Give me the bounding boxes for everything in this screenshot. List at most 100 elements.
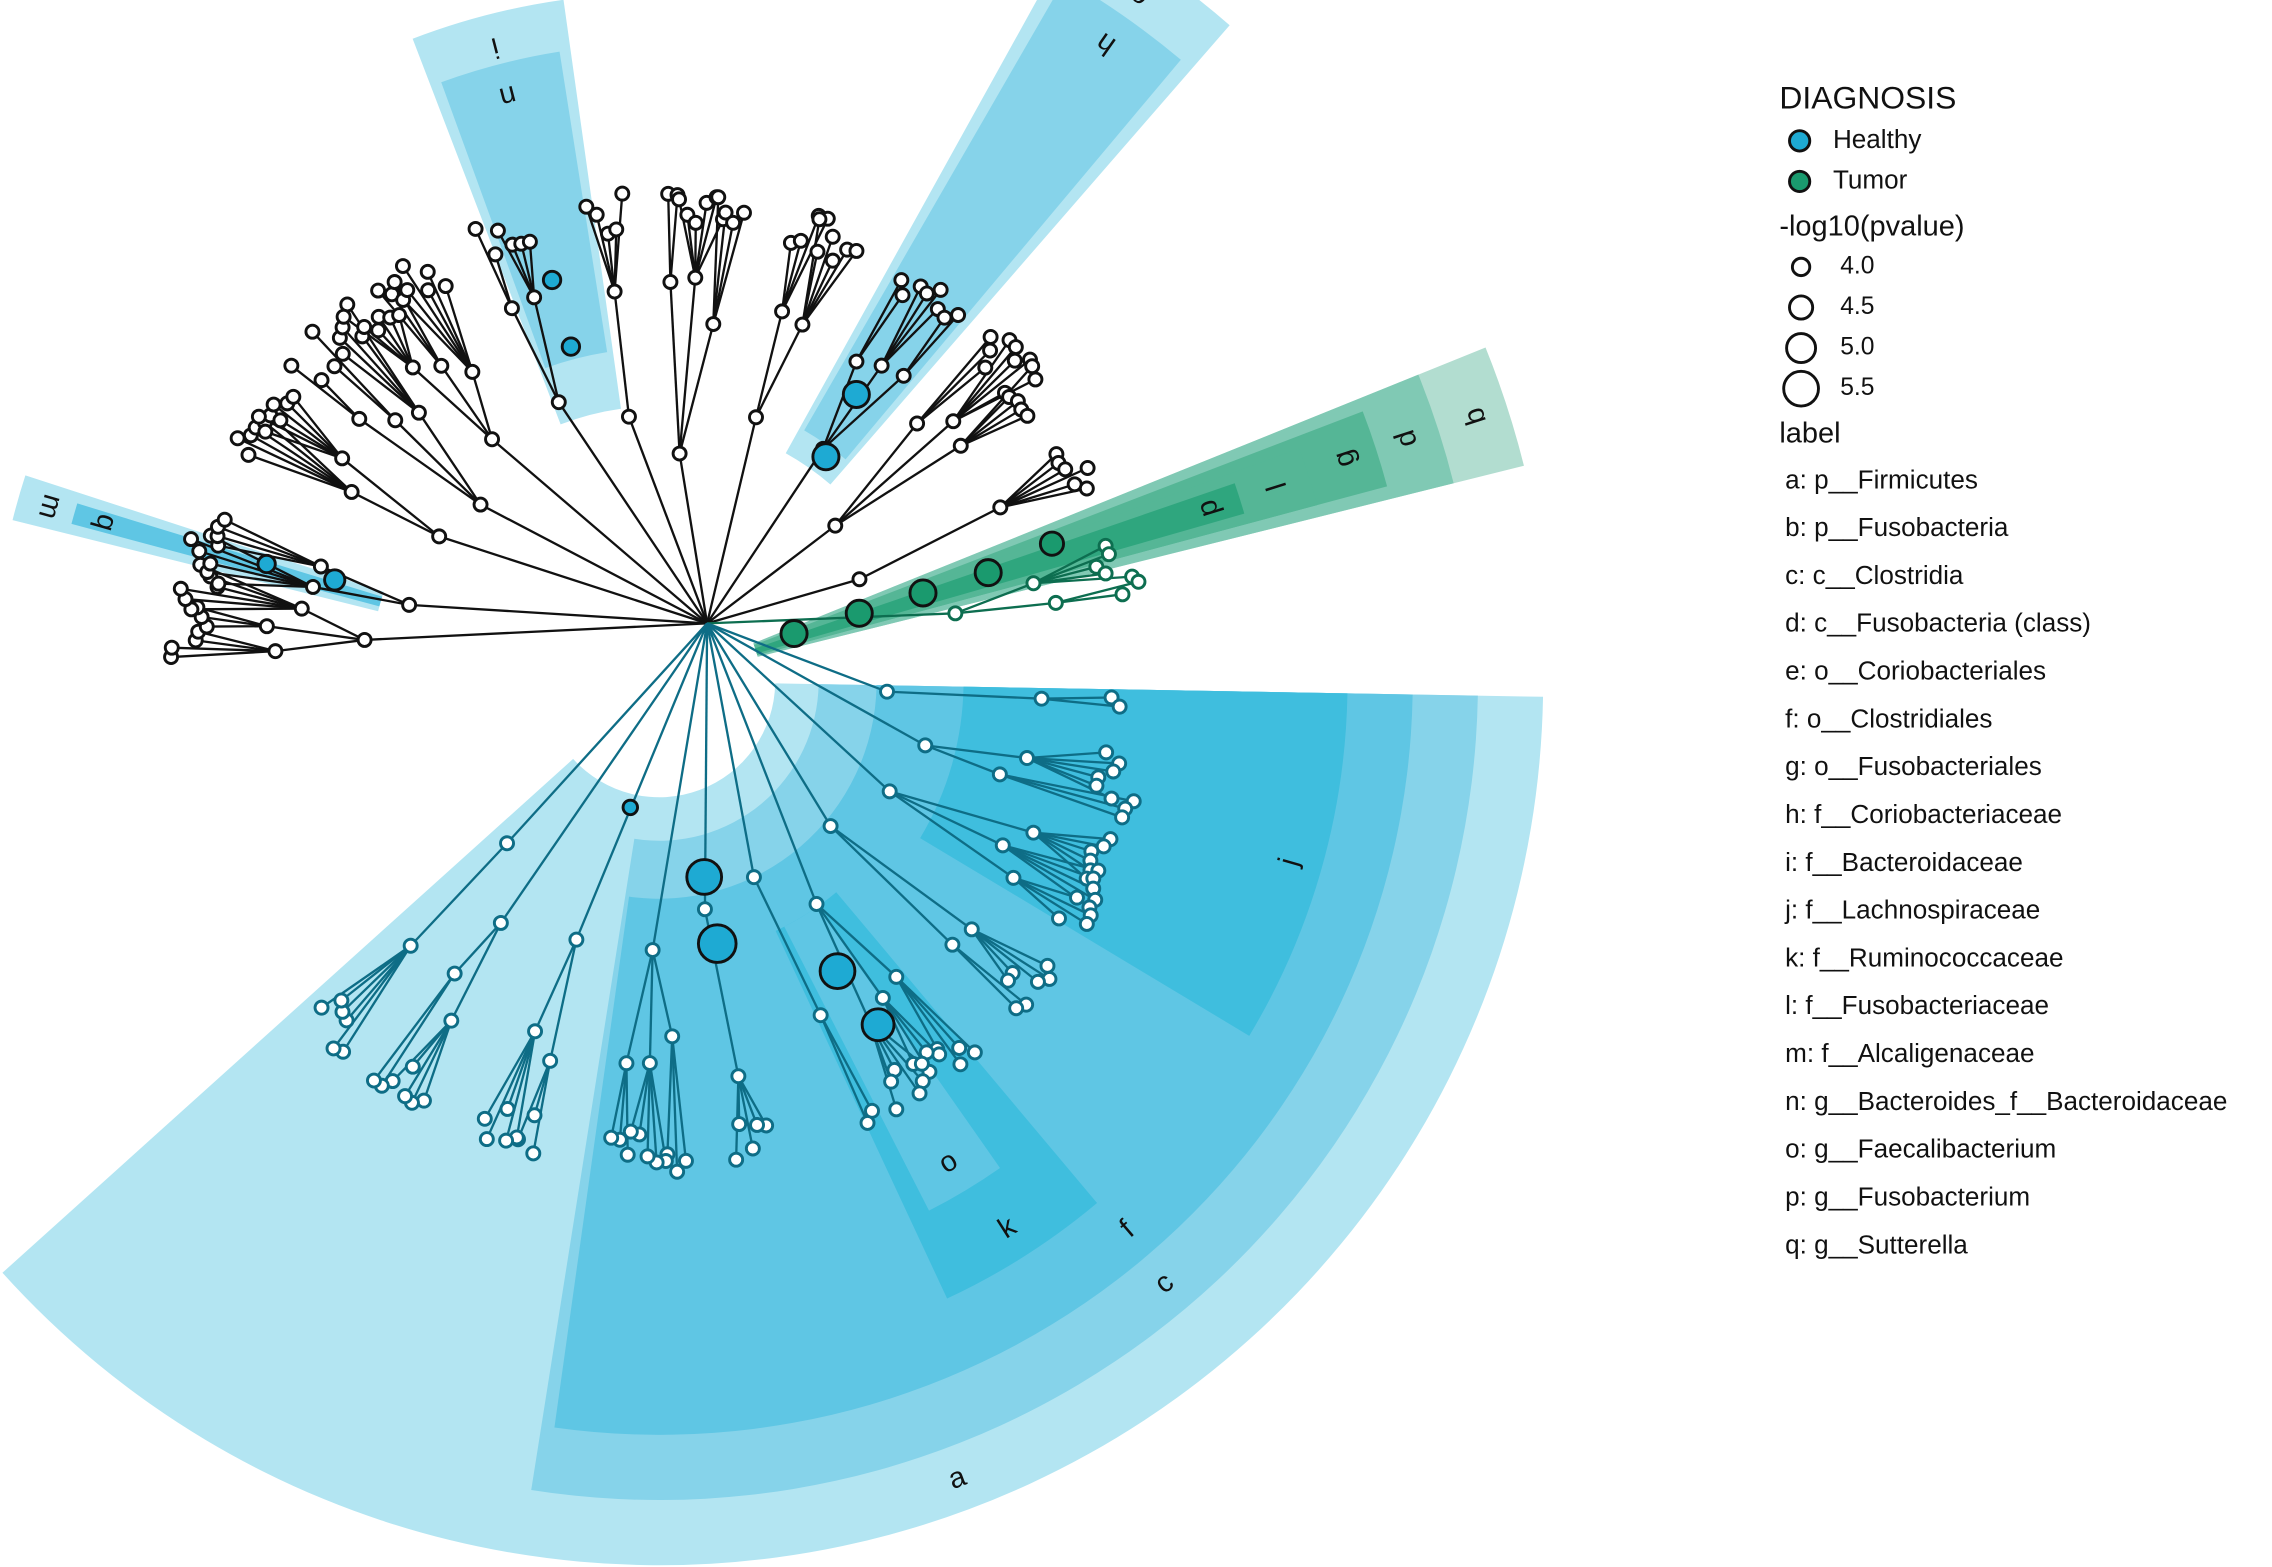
node [588,206,605,223]
node [258,618,275,635]
branch [952,346,1017,422]
clade-sector [71,503,383,607]
node [312,558,329,575]
branch [218,582,314,589]
branch [410,1020,453,1104]
branch [752,876,822,1016]
node [895,367,912,384]
node [736,204,752,221]
branch [342,945,412,1053]
branch [1041,696,1112,700]
branch [651,623,709,951]
label-entry: e: o__Coriobacteriales [1785,656,2046,686]
branch [834,420,955,527]
node [603,1129,620,1146]
node [779,619,809,649]
node [1005,869,1022,886]
size-swatch [1782,369,1820,408]
branch [999,773,1123,819]
branch [279,419,343,460]
node [293,600,310,617]
node [696,901,713,918]
branch [412,366,493,441]
branch [754,324,804,418]
branch [705,416,758,624]
clade-letter: n [496,79,520,114]
legend-swatch [1788,129,1812,153]
node [1007,339,1024,356]
node [446,965,463,982]
node [526,1107,543,1124]
node [285,388,302,405]
node [484,431,501,448]
node [931,1046,948,1063]
node [550,394,567,411]
branch [707,612,956,625]
node [879,683,895,700]
branch [706,524,836,625]
node [521,233,538,250]
branch [264,430,343,460]
branch [485,1030,537,1140]
branch [532,1060,552,1154]
clade-sectors: acfjkobdglpehinmq [2,0,1544,1566]
node [822,818,839,835]
branch [585,206,616,292]
branch [557,401,709,625]
node [397,1088,414,1105]
node [812,1007,829,1024]
branch [895,976,976,1054]
branch [999,466,1089,509]
branch [706,622,891,793]
label-entry: k: f__Ruminococcaceae [1785,942,2063,972]
node [841,379,871,409]
node [794,316,811,333]
node [883,1073,900,1090]
branch [706,622,888,693]
node [641,1055,658,1072]
node [687,269,704,286]
branch [959,396,1010,447]
node [824,228,841,245]
branch [217,525,322,568]
branch [438,535,708,625]
branch [819,1014,869,1124]
branch [801,236,834,325]
branch [401,265,474,373]
branch [394,419,482,506]
branch [895,976,939,1050]
branch [627,416,709,624]
branch [780,242,793,312]
clade-sector [920,686,1348,1036]
branch [404,1020,453,1097]
node [527,1023,544,1040]
branch [290,364,360,420]
branch [217,585,303,610]
node [476,1110,493,1127]
node [1019,750,1035,766]
node [1000,972,1016,989]
node [608,221,625,238]
branch [925,744,1028,760]
node [305,578,321,595]
branch [712,222,735,325]
branch [185,597,302,610]
branch [511,244,536,298]
node [731,1116,748,1133]
branch [916,349,991,425]
node [525,1145,542,1162]
branch [480,503,708,625]
branch [406,289,474,373]
branch [491,438,708,625]
branch [549,939,578,1062]
node [503,300,520,317]
node [619,1146,636,1163]
branch [197,630,276,653]
node [323,568,347,592]
node [1100,546,1117,563]
branch [341,457,440,538]
node [1025,824,1042,841]
label-entry: d: c__Fusobacteria (class) [1785,608,2091,638]
node [945,413,962,430]
